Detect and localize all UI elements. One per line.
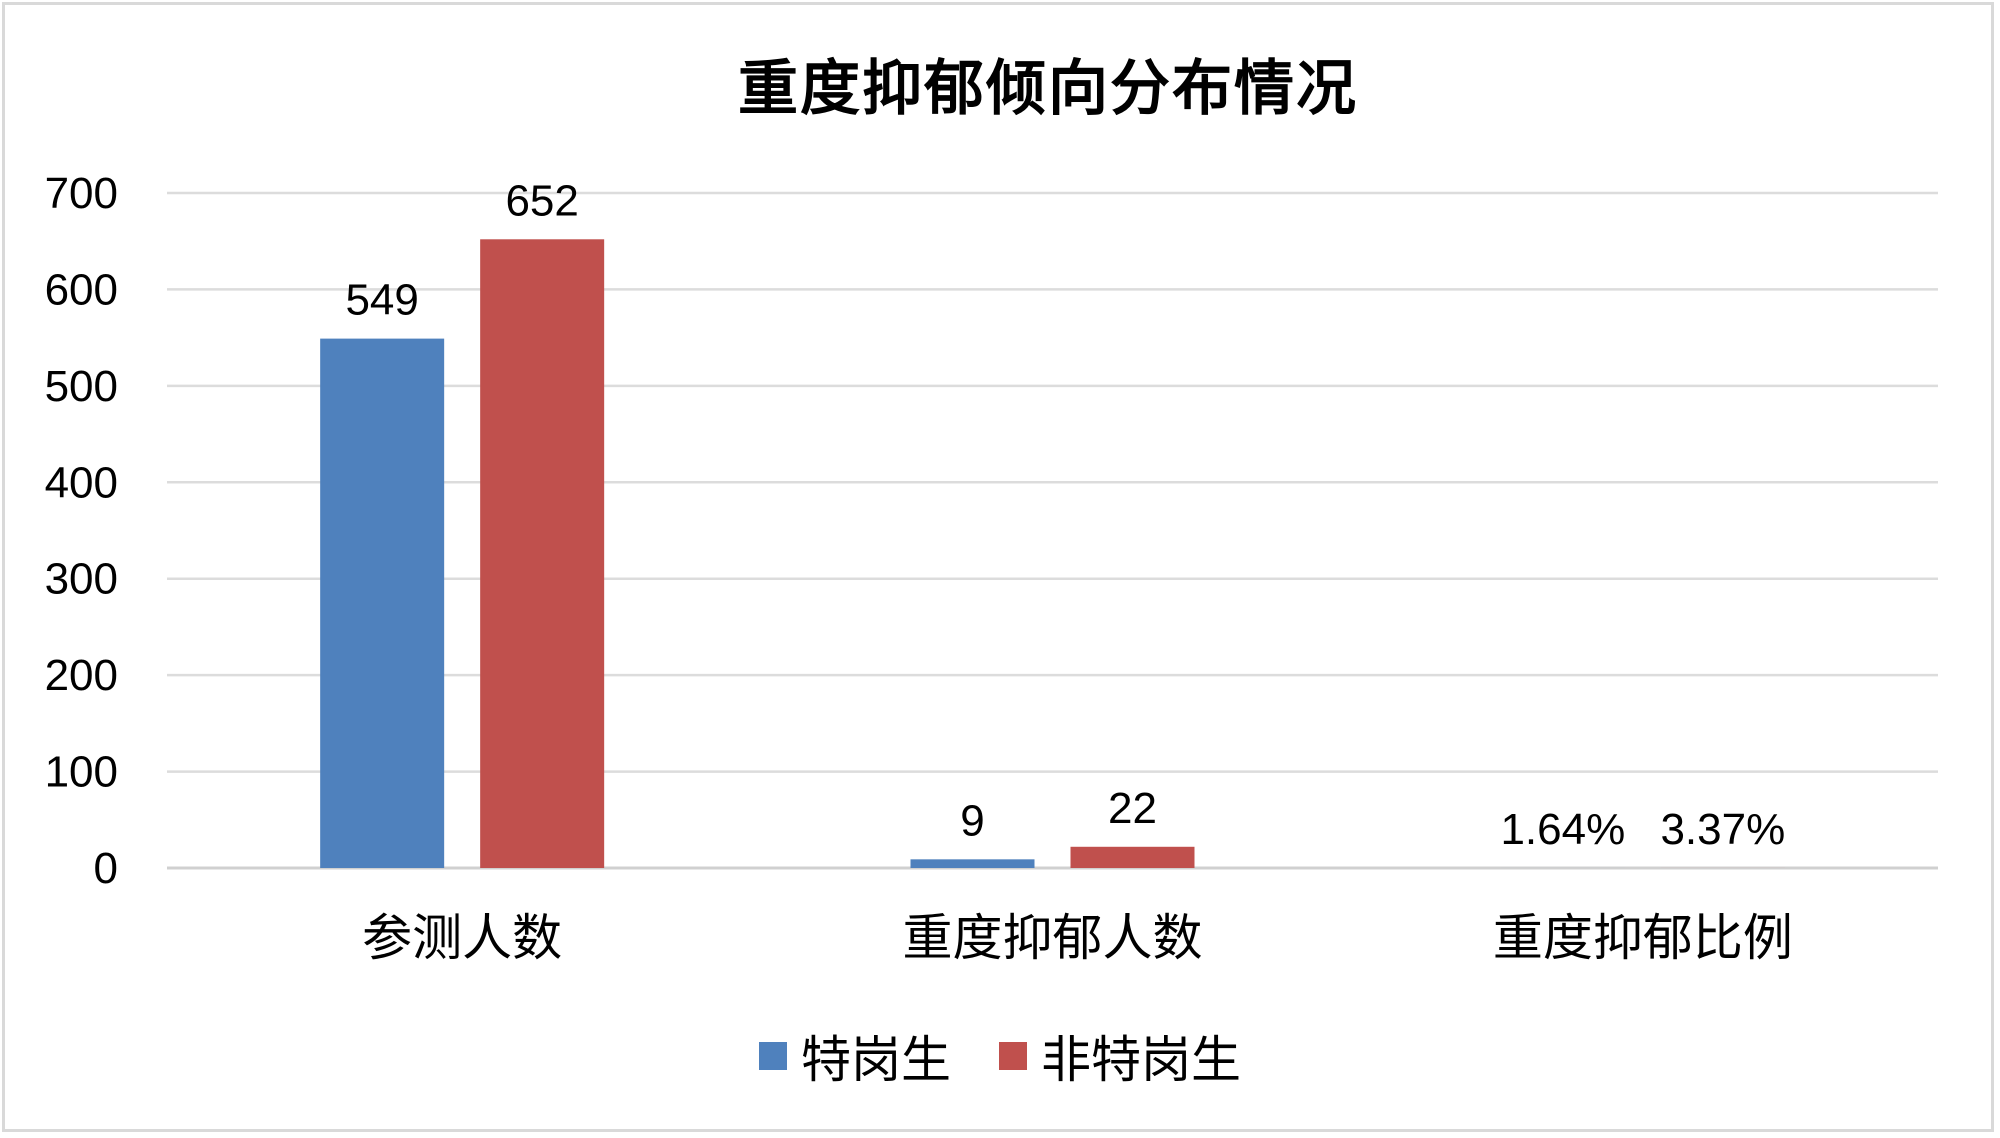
y-tick-label: 300 — [45, 555, 118, 604]
legend-item: 特岗生 — [759, 1020, 951, 1092]
legend: 特岗生 非特岗生 — [0, 1020, 2000, 1092]
y-tick-label: 0 — [94, 844, 118, 893]
data-label: 9 — [960, 796, 984, 845]
y-axis-ticks: 0 100 200 300 400 500 600 700 — [45, 169, 118, 893]
y-tick-label: 500 — [45, 362, 118, 411]
y-tick-label: 700 — [45, 169, 118, 218]
y-tick-label: 100 — [45, 748, 118, 797]
bar — [480, 239, 605, 869]
legend-swatch — [759, 1042, 787, 1070]
chart-title: 重度抑郁倾向分布情况 — [738, 54, 1358, 124]
bar — [1070, 846, 1195, 868]
y-tick-label: 200 — [45, 651, 118, 700]
legend-swatch — [999, 1042, 1027, 1070]
bars — [320, 239, 1785, 869]
y-tick-label: 600 — [45, 265, 118, 314]
bar — [910, 859, 1035, 868]
gridlines — [167, 191, 1938, 870]
y-tick-label: 400 — [45, 458, 118, 507]
data-label: 549 — [345, 276, 418, 325]
x-category-label: 重度抑郁人数 — [903, 909, 1203, 967]
x-axis-categories: 参测人数 重度抑郁人数 重度抑郁比例 — [362, 909, 1793, 967]
legend-item: 非特岗生 — [999, 1020, 1241, 1092]
data-label: 3.37% — [1660, 805, 1785, 854]
data-labels: 549 652 9 22 1.64% 3.37% — [345, 176, 1785, 854]
legend-label: 特岗生 — [801, 1031, 951, 1089]
legend-label: 非特岗生 — [1041, 1031, 1241, 1089]
x-category-label: 参测人数 — [362, 909, 562, 967]
data-label: 1.64% — [1500, 805, 1625, 854]
x-category-label: 重度抑郁比例 — [1493, 909, 1793, 967]
bar — [320, 338, 445, 868]
data-label: 22 — [1108, 784, 1157, 833]
data-label: 652 — [505, 176, 578, 225]
